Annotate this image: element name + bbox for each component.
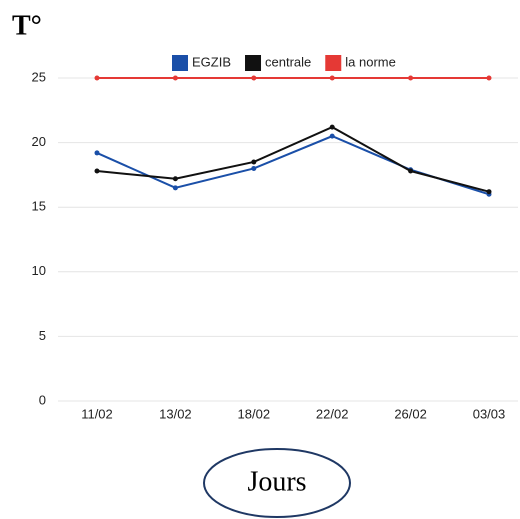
y-tick-label: 20 <box>32 134 46 149</box>
data-point <box>329 75 335 81</box>
data-point <box>329 133 335 139</box>
y-tick-label: 25 <box>32 69 46 84</box>
legend-swatch <box>325 55 342 71</box>
data-point <box>329 124 335 130</box>
x-axis-label: Jours <box>247 466 306 497</box>
data-point <box>251 165 257 171</box>
data-point <box>94 150 100 156</box>
x-tick-label: 26/02 <box>394 406 427 421</box>
data-point <box>251 159 257 165</box>
legend-swatch <box>172 55 188 71</box>
y-tick-label: 5 <box>39 328 46 343</box>
data-point <box>408 168 414 174</box>
data-point <box>172 75 178 81</box>
x-tick-label: 13/02 <box>159 406 192 421</box>
data-point <box>172 176 178 182</box>
legend-swatch <box>245 55 262 71</box>
x-tick-label: 11/02 <box>81 406 113 421</box>
data-point <box>94 75 100 81</box>
x-tick-label: 18/02 <box>238 406 271 421</box>
data-point <box>94 168 100 174</box>
y-tick-label: 10 <box>32 263 46 278</box>
data-point <box>486 75 492 81</box>
y-tick-label: 0 <box>39 392 46 407</box>
series-line <box>96 125 490 193</box>
data-point <box>408 75 414 81</box>
legend-label: la norme <box>345 54 396 69</box>
x-label-ellipse <box>203 448 351 518</box>
chart-title: T° <box>12 10 42 41</box>
x-tick-label: 22/02 <box>316 406 349 421</box>
y-tick-label: 15 <box>32 199 46 214</box>
legend-label: EGZIB <box>192 54 231 69</box>
data-point <box>251 75 257 81</box>
data-point <box>172 185 178 191</box>
legend-label: centrale <box>265 54 311 69</box>
data-point <box>486 189 492 195</box>
x-tick-label: 03/03 <box>473 406 506 421</box>
